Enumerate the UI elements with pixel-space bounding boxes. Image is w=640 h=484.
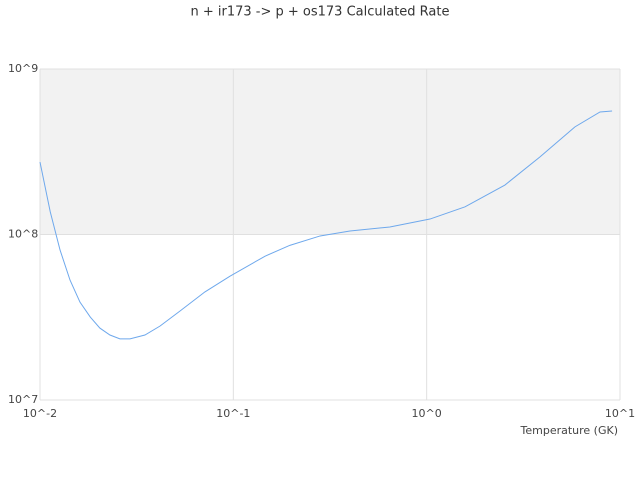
x-axis-label: Temperature (GK) [520,424,619,437]
x-tick-label: 10^1 [605,407,635,420]
plot-band [40,69,620,235]
y-tick-label: 10^9 [8,62,38,75]
y-tick-label: 10^8 [8,228,38,241]
x-tick-label: 10^0 [412,407,442,420]
chart-title: n + ir173 -> p + os173 Calculated Rate [190,5,449,20]
y-tick-label: 10^7 [8,393,38,406]
data-line [39,110,613,340]
x-tick-label: 10^-2 [23,407,57,420]
x-tick-label: 10^-1 [216,407,250,420]
